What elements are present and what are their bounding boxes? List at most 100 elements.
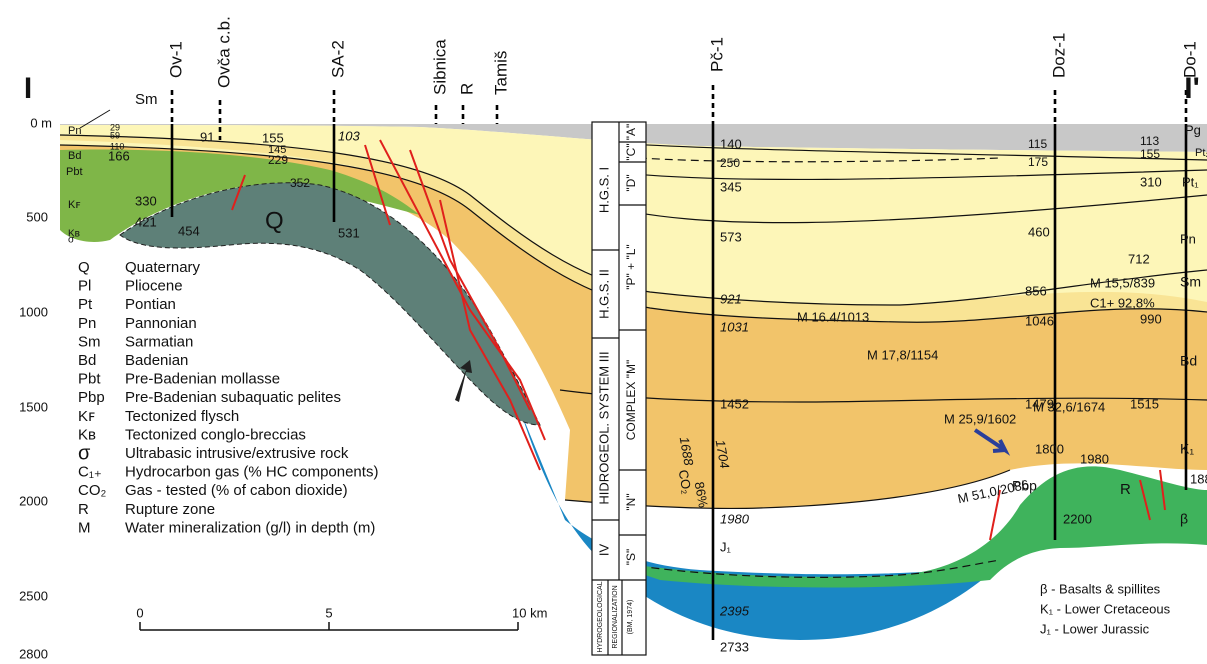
legend-text: Rupture zone <box>125 501 215 518</box>
well-name: Pč-1 <box>707 37 726 72</box>
formation-label: σ <box>68 235 75 246</box>
wells <box>170 85 1188 640</box>
depth-value: 1980 <box>720 511 750 526</box>
depth-value: 175 <box>1028 155 1048 169</box>
depth-value: 921 <box>720 291 742 306</box>
depth-label: 0 m <box>30 115 52 130</box>
depth-value: 330 <box>135 193 157 208</box>
annotation: M 17,8/1154 <box>867 347 938 362</box>
legend-text: Tectonized flysch <box>125 408 239 425</box>
legend-symbol: Pbt <box>78 371 101 388</box>
boundary-line <box>59 134 1207 306</box>
scale-label: 10 km <box>512 605 547 620</box>
formation-label: Kʙ <box>68 229 80 240</box>
legend-symbol: CO₂ <box>78 482 107 499</box>
well-name: Tamiš <box>491 51 510 95</box>
legend-text: Sarmatian <box>125 333 193 350</box>
formation-label: Pg <box>1185 122 1201 137</box>
right-legend: J₁ - Lower Jurassic <box>1040 621 1150 636</box>
legend-text: Pannonian <box>125 315 197 332</box>
depth-value: 310 <box>1140 174 1162 189</box>
formation-label: Kꜰ <box>68 199 81 211</box>
depth-value: 1515 <box>1130 396 1159 411</box>
legend-symbol: M <box>78 519 91 536</box>
legend-symbol: Kʙ <box>78 426 96 443</box>
depth-value: 856 <box>1025 283 1047 298</box>
depth-value: 110 <box>110 141 124 151</box>
annotation: C1+ 92,8% <box>1090 295 1155 310</box>
well-name: SA-2 <box>328 40 347 78</box>
legend-symbol: Kꜰ <box>78 408 95 425</box>
depth-value: 345 <box>720 179 742 194</box>
depth-value: 155 <box>1140 147 1160 161</box>
arrow <box>455 360 472 402</box>
annotation: M 15,5/839 <box>1090 275 1155 290</box>
formation-label: R <box>1120 481 1131 498</box>
depth-value: 573 <box>720 229 742 244</box>
section-label: I' <box>1184 72 1199 105</box>
well-name: R <box>457 83 476 95</box>
boundary-line <box>59 144 1207 323</box>
scale-bar <box>139 622 519 631</box>
depth-value: 91 <box>200 129 214 144</box>
depth-value: 1704 <box>713 439 733 470</box>
hydro-complex: COMPLEX "M" <box>624 360 638 441</box>
legend-text: Pre-Badenian subaquatic pelites <box>125 389 341 406</box>
formation-label: Bd <box>1180 353 1197 369</box>
right-legend: β - Basalts & spillites <box>1040 581 1161 596</box>
hydro-system: H.G.S. I <box>596 167 611 213</box>
depth-label: 500 <box>26 209 48 224</box>
annotation: M 25,9/1602 <box>944 411 1016 426</box>
scale-label: 5 <box>325 605 332 620</box>
depth-value: 531 <box>338 225 360 240</box>
depth-label: 1000 <box>19 304 48 319</box>
hydro-complex: "N" <box>624 493 638 510</box>
depth-value: 140 <box>720 136 742 151</box>
depth-value: 166 <box>108 148 130 163</box>
legend-text: Pliocene <box>125 278 183 295</box>
legend-symbol: Bd <box>78 352 96 369</box>
depth-label: 1500 <box>19 399 48 414</box>
depth-value: 2395 <box>719 603 750 618</box>
legend-symbol: R <box>78 501 89 518</box>
depth-value: 59 <box>110 130 120 140</box>
depth-label: 2000 <box>19 493 48 508</box>
hydro-system: IV <box>596 544 611 557</box>
formation-label: Bd <box>68 150 81 162</box>
hydro-complex: "P" + "L" <box>624 244 638 289</box>
section-label: I <box>24 72 32 105</box>
legend-symbol: Pl <box>78 278 91 295</box>
depth-value: 2733 <box>720 639 749 654</box>
formation-label: Pn <box>1180 231 1196 246</box>
sm-leader <box>79 109 111 129</box>
legend-text: Gas - tested (% of cabon dioxide) <box>125 482 348 499</box>
pre-badenian-pelites <box>565 470 1010 573</box>
well-name: Doz-1 <box>1049 33 1068 78</box>
depth-value: 250 <box>720 156 740 170</box>
depth-value: 1031 <box>720 319 749 334</box>
legend-symbol: σ <box>78 442 91 464</box>
well-name: Do-1 <box>1180 41 1199 78</box>
formation-label: Pn <box>68 125 81 137</box>
scale-label: 0 <box>136 605 143 620</box>
depth-value: 1688 <box>677 436 697 468</box>
depth-value: 712 <box>1128 251 1150 266</box>
depth-value: 113 <box>1140 134 1159 148</box>
arrow-blue <box>973 428 1011 456</box>
depth-value: 352 <box>290 176 310 190</box>
hydro-regionalization: REGIONALIZATION <box>612 585 619 648</box>
depth-value: 1046 <box>1025 313 1054 328</box>
depth-value: 145 <box>268 144 286 156</box>
hydro-regionalization: (BM, 1974) <box>627 600 634 635</box>
hydro-complex: "C" <box>624 143 638 160</box>
depth-value: 1452 <box>720 396 749 411</box>
formation-label: Pt₁ <box>1182 174 1199 189</box>
hydro-column <box>591 121 647 656</box>
hydro-complex: "A" <box>624 124 638 141</box>
depth-value: 29 <box>110 122 120 132</box>
formation-label: Pt₂ <box>1195 147 1207 159</box>
annotation: M 16.4/1013 <box>797 309 869 324</box>
legend-text: Quaternary <box>125 259 201 276</box>
depth-value: 1800 <box>1035 441 1064 456</box>
